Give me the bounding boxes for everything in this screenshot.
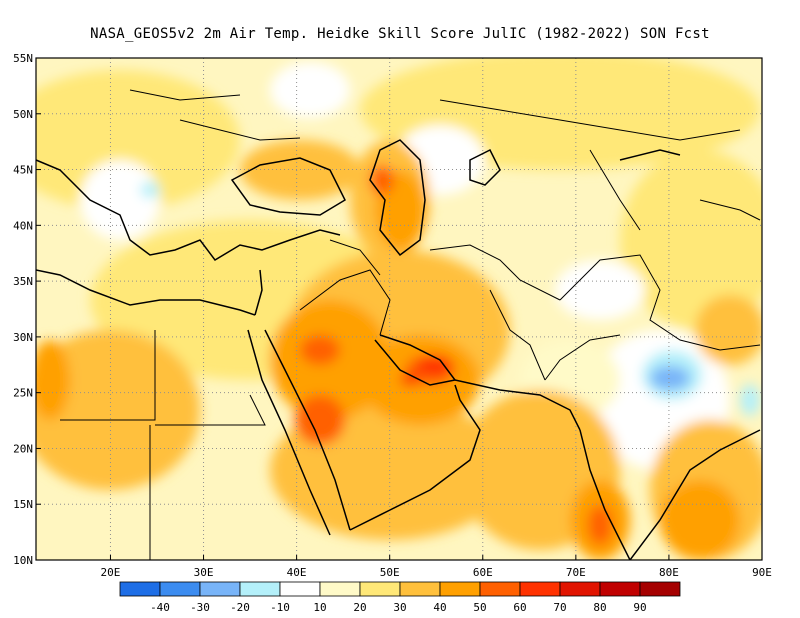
y-tick-label: 30N — [13, 331, 33, 344]
y-tick-label: 40N — [13, 219, 33, 232]
colorbar-swatch — [559, 581, 601, 597]
colorbar-swatch — [319, 581, 361, 597]
colorbar-label: -40 — [150, 601, 170, 614]
colorbar-swatch — [439, 581, 481, 597]
x-tick-label: 60E — [473, 566, 493, 579]
x-tick-label: 90E — [752, 566, 772, 579]
colorbar-label: -30 — [190, 601, 210, 614]
x-tick-label: 80E — [659, 566, 679, 579]
y-tick-label: 55N — [13, 52, 33, 65]
y-tick-label: 15N — [13, 498, 33, 511]
country-borders — [60, 89, 761, 560]
coastlines — [36, 139, 761, 560]
colorbar-label: -10 — [270, 601, 290, 614]
colorbar-label: 50 — [473, 601, 486, 614]
colorbar-label: 30 — [393, 601, 406, 614]
y-axis-labels: 10N 15N 20N 25N 30N 35N 40N 45N 50N 55N — [13, 52, 41, 567]
colorbar-swatch — [599, 581, 641, 597]
y-tick-label: 20N — [13, 442, 33, 455]
chart-title: NASA_GEOS5v2 2m Air Temp. Heidke Skill S… — [90, 26, 710, 42]
x-tick-label: 30E — [194, 566, 214, 579]
colorbar-label: 90 — [633, 601, 646, 614]
colorbar-label: 80 — [593, 601, 606, 614]
x-tick-label: 50E — [380, 566, 400, 579]
colorbar-swatch — [519, 581, 561, 597]
x-tick-label: 20E — [101, 566, 121, 579]
x-axis-labels: 20E 30E 40E 50E 60E 70E 80E 90E — [101, 555, 772, 579]
colorbar-labels: -40 -30 -20 -10 10 20 30 40 50 60 70 80 90 — [150, 601, 647, 614]
colorbar — [119, 581, 681, 597]
colorbar-label: 40 — [433, 601, 446, 614]
colorbar-swatch — [279, 581, 321, 597]
y-tick-label: 50N — [13, 108, 33, 121]
colorbar-swatch — [479, 581, 521, 597]
colorbar-label: 10 — [313, 601, 326, 614]
colorbar-label: 70 — [553, 601, 566, 614]
colorbar-swatch — [159, 581, 201, 597]
y-tick-label: 35N — [13, 275, 33, 288]
y-tick-label: 10N — [13, 554, 33, 567]
y-tick-label: 25N — [13, 387, 33, 400]
colorbar-swatch — [359, 581, 401, 597]
colorbar-swatch — [239, 581, 281, 597]
x-tick-label: 70E — [566, 566, 586, 579]
x-tick-label: 40E — [287, 566, 307, 579]
colorbar-label: 60 — [513, 601, 526, 614]
colorbar-swatch — [639, 581, 681, 597]
colorbar-label: -20 — [230, 601, 250, 614]
shaded-field — [36, 58, 762, 560]
map-frame — [35, 57, 763, 561]
y-tick-label: 45N — [13, 164, 33, 177]
colorbar-swatch — [399, 581, 441, 597]
colorbar-swatch — [119, 581, 161, 597]
colorbar-swatch — [199, 581, 241, 597]
colorbar-label: 20 — [353, 601, 366, 614]
grid-lines — [36, 58, 762, 560]
